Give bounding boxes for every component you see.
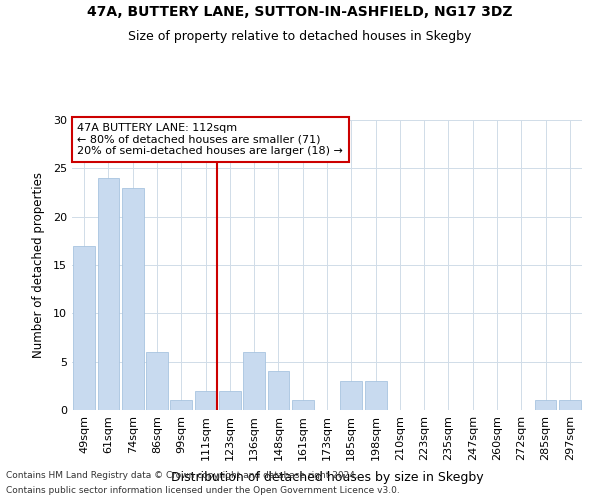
Y-axis label: Number of detached properties: Number of detached properties: [32, 172, 44, 358]
Bar: [170, 400, 192, 410]
Bar: [535, 400, 556, 410]
Bar: [559, 400, 581, 410]
Bar: [268, 372, 289, 410]
Bar: [365, 381, 386, 410]
Bar: [146, 352, 168, 410]
Bar: [219, 390, 241, 410]
Text: 47A BUTTERY LANE: 112sqm
← 80% of detached houses are smaller (71)
20% of semi-d: 47A BUTTERY LANE: 112sqm ← 80% of detach…: [77, 123, 343, 156]
Text: Contains public sector information licensed under the Open Government Licence v3: Contains public sector information licen…: [6, 486, 400, 495]
Bar: [122, 188, 143, 410]
X-axis label: Distribution of detached houses by size in Skegby: Distribution of detached houses by size …: [170, 471, 484, 484]
Text: Size of property relative to detached houses in Skegby: Size of property relative to detached ho…: [128, 30, 472, 43]
Text: 47A, BUTTERY LANE, SUTTON-IN-ASHFIELD, NG17 3DZ: 47A, BUTTERY LANE, SUTTON-IN-ASHFIELD, N…: [87, 5, 513, 19]
Bar: [243, 352, 265, 410]
Bar: [194, 390, 217, 410]
Bar: [73, 246, 95, 410]
Bar: [340, 381, 362, 410]
Text: Contains HM Land Registry data © Crown copyright and database right 2024.: Contains HM Land Registry data © Crown c…: [6, 471, 358, 480]
Bar: [292, 400, 314, 410]
Bar: [97, 178, 119, 410]
